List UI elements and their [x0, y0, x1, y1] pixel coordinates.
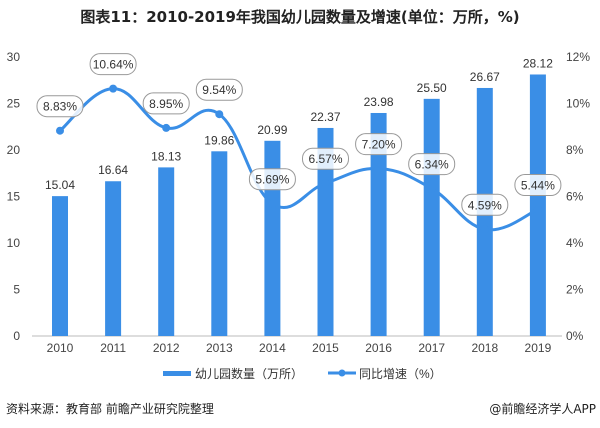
x-axis-tick: 2018: [471, 341, 498, 355]
bar-label: 18.13: [151, 149, 181, 163]
line-label: 8.83%: [43, 100, 77, 114]
line-label-bubble: [408, 153, 456, 176]
line-label-bubble: [248, 168, 296, 191]
x-axis-tick: 2011: [100, 341, 126, 355]
right-axis-tick: 2%: [566, 283, 584, 297]
right-axis-tick: 8%: [566, 143, 584, 157]
line-label: 7.20%: [362, 138, 396, 152]
source-note: 资料来源：教育部 前瞻产业研究院整理: [6, 402, 214, 416]
bar-label: 26.67: [470, 70, 500, 84]
line-marker: [533, 205, 542, 214]
x-axis-tick: 2016: [365, 341, 392, 355]
line-label-bubble: [89, 53, 137, 76]
line-label: 9.54%: [202, 83, 236, 97]
line-label-bubble: [36, 95, 84, 118]
line-marker: [321, 179, 330, 188]
growth-line: [59, 87, 539, 232]
x-axis-tick: 2014: [259, 341, 286, 355]
bar-label: 22.37: [310, 110, 340, 124]
brand-label: @前瞻经济学人APP: [489, 402, 596, 416]
x-axis-tick: 2015: [312, 341, 339, 355]
line-marker: [374, 164, 383, 173]
bar-label: 16.64: [98, 163, 128, 177]
line-marker: [56, 126, 64, 135]
left-axis-tick: 30: [7, 50, 21, 64]
left-axis-tick: 10: [7, 236, 21, 250]
right-axis-tick: 10%: [566, 97, 590, 111]
line-label-bubble: [142, 92, 190, 115]
x-axis-tick: 2012: [153, 341, 180, 355]
line-label-bubble: [514, 174, 562, 197]
x-axis-tick: 2019: [525, 341, 552, 355]
legend-line-marker: [338, 369, 346, 377]
line-label: 4.59%: [468, 198, 502, 212]
bar: [211, 151, 228, 336]
right-axis-tick: 0%: [566, 329, 584, 343]
left-axis-tick: 15: [7, 190, 21, 204]
bar-label: 20.99: [257, 123, 287, 137]
right-axis-tick: 12%: [566, 50, 590, 64]
line-label-bubble: [302, 147, 349, 170]
line-label-bubble: [195, 78, 243, 101]
legend-line-label: 同比增速（%）: [359, 367, 442, 381]
line-label-bubble: [461, 193, 509, 216]
bar: [529, 74, 546, 336]
line-marker: [480, 225, 489, 234]
bar: [423, 98, 440, 336]
legend-bar-label: 幼儿园数量（万所）: [195, 366, 303, 381]
x-axis-tick: 2013: [206, 341, 233, 355]
line-label: 6.34%: [415, 158, 449, 172]
line-marker: [109, 84, 118, 93]
left-axis-tick: 0: [13, 329, 20, 343]
line-label: 5.69%: [255, 173, 289, 187]
line-label: 6.57%: [308, 152, 342, 166]
bar: [105, 181, 122, 336]
line-label: 5.44%: [521, 179, 555, 193]
bar: [52, 196, 68, 336]
line-label: 10.64%: [93, 58, 134, 72]
bar: [158, 167, 175, 336]
left-axis-tick: 25: [7, 97, 21, 111]
line-marker: [215, 110, 224, 119]
bar-label: 28.12: [523, 56, 553, 70]
chart-svg: 0 5 10 15 20 25 30 0% 2% 4% 6% 8% 10% 12% 2010 15.04 201…: [7, 50, 591, 381]
bar-label: 25.50: [417, 81, 447, 95]
bar-label: 19.86: [204, 133, 234, 147]
line-marker: [268, 199, 277, 208]
bar: [317, 127, 334, 336]
bar-label: 15.04: [45, 178, 75, 192]
bar-label: 23.98: [364, 95, 394, 109]
line-marker: [162, 123, 171, 132]
line-label-bubble: [355, 133, 403, 156]
right-axis-tick: 4%: [566, 236, 584, 250]
line-marker: [427, 184, 436, 193]
chart-title: 图表11：2010-2019年我国幼儿园数量及增速(单位：万所，%): [80, 8, 520, 26]
left-axis-tick: 20: [7, 143, 21, 157]
right-axis-tick: 6%: [566, 190, 584, 204]
legend-bar-swatch: [163, 371, 191, 376]
x-axis-tick: 2010: [47, 341, 74, 355]
x-axis-tick: 2017: [418, 341, 445, 355]
left-axis-tick: 5: [13, 283, 20, 297]
line-label: 8.95%: [149, 97, 183, 111]
